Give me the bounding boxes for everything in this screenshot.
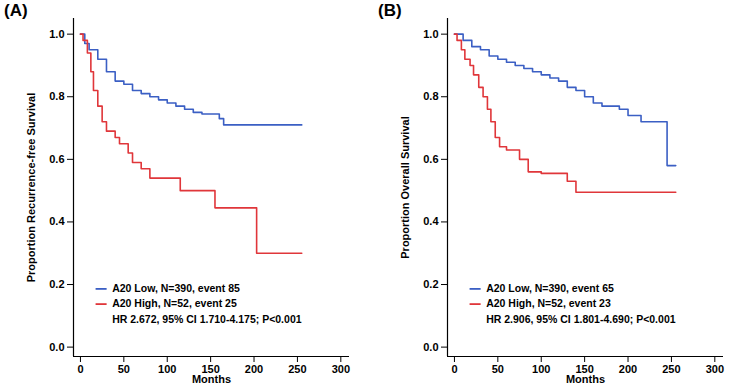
svg-text:0.4: 0.4	[49, 215, 65, 227]
svg-text:Months: Months	[192, 373, 231, 385]
svg-text:150: 150	[575, 363, 594, 376]
svg-text:Proportion Overall Survival: Proportion Overall Survival	[399, 116, 411, 258]
svg-text:200: 200	[619, 363, 637, 375]
svg-text:250: 250	[288, 363, 306, 375]
svg-text:300: 300	[332, 363, 350, 375]
svg-text:0.2: 0.2	[49, 278, 64, 290]
svg-text:HR 2.906, 95% CI 1.801-4.690;: HR 2.906, 95% CI 1.801-4.690; P<0.001	[486, 313, 676, 325]
svg-text:HR 2.672, 95% CI 1.710-4.175;: HR 2.672, 95% CI 1.710-4.175; P<0.001	[112, 313, 302, 325]
svg-text:A20 High, N=52, event 23: A20 High, N=52, event 23	[486, 297, 611, 309]
svg-text:0: 0	[77, 363, 83, 375]
svg-text:100: 100	[532, 363, 550, 375]
svg-text:0.6: 0.6	[49, 153, 64, 165]
svg-text:A20 Low, N=390, event 65: A20 Low, N=390, event 65	[486, 282, 614, 294]
svg-text:0.6: 0.6	[423, 153, 438, 165]
html-text:(A): (A)	[4, 1, 28, 20]
svg-text:0.0: 0.0	[423, 341, 438, 353]
svg-text:300: 300	[706, 363, 724, 375]
svg-text:0.8: 0.8	[423, 90, 438, 102]
svg-text:100: 100	[158, 363, 176, 375]
svg-text:0.4: 0.4	[423, 215, 439, 227]
svg-text:1.0: 1.0	[423, 28, 438, 40]
svg-text:Months: Months	[566, 373, 605, 385]
html-text:(B): (B)	[378, 1, 402, 20]
svg-text:250: 250	[662, 363, 680, 375]
svg-text:A20 Low, N=390, event 85: A20 Low, N=390, event 85	[112, 282, 240, 294]
svg-text:A20 High, N=52, event 25: A20 High, N=52, event 25	[112, 297, 237, 309]
svg-text:1.0: 1.0	[49, 28, 64, 40]
svg-text:0.8: 0.8	[49, 90, 64, 102]
svg-text:50: 50	[118, 363, 130, 375]
svg-text:Proportion Recurrence-free Sur: Proportion Recurrence-free Survival	[25, 93, 37, 283]
svg-text:50: 50	[492, 363, 504, 375]
svg-text:0.2: 0.2	[423, 278, 438, 290]
svg-text:200: 200	[245, 363, 263, 375]
svg-text:150: 150	[201, 363, 220, 376]
svg-text:0: 0	[451, 363, 457, 375]
svg-text:0.0: 0.0	[49, 341, 64, 353]
